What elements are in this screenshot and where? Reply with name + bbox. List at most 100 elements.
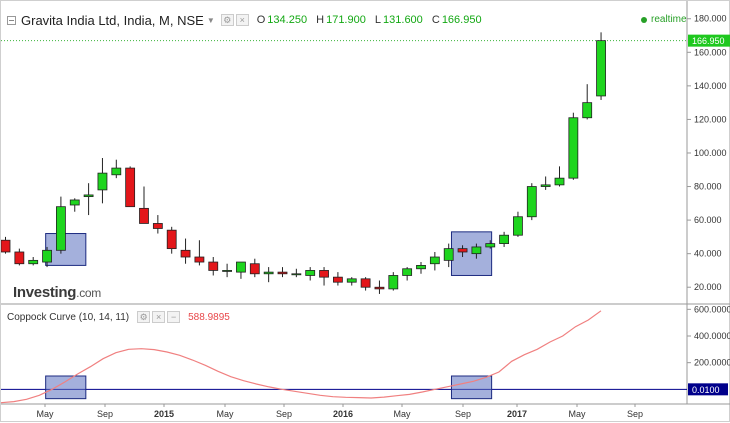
price-tick-label: 60.000 <box>694 215 722 225</box>
candle-body <box>236 261 246 273</box>
candle-body <box>166 229 177 250</box>
candle-body <box>42 249 52 263</box>
candle-body <box>582 102 593 119</box>
realtime-label: realtime <box>651 14 687 25</box>
indicator-hide-icon[interactable]: − <box>167 311 181 323</box>
candle-body <box>416 265 426 270</box>
candle-body <box>97 172 108 191</box>
candle-body <box>111 167 122 176</box>
candle-body <box>305 270 316 276</box>
investing-logo: Investing.com <box>13 284 101 301</box>
price-tick-label: 80.000 <box>694 182 722 192</box>
low-label: L <box>374 14 382 26</box>
candle-body <box>499 234 510 244</box>
candle-body <box>277 271 288 275</box>
candle-body <box>429 256 440 265</box>
realtime-indicator: realtime <box>641 14 687 25</box>
indicator-tick-label: 400.0000 <box>694 331 730 341</box>
coppock-curve-line <box>1 310 602 404</box>
candle-body <box>28 259 39 265</box>
close-label: C <box>431 14 440 26</box>
highlight-box <box>45 233 87 266</box>
high-label: H <box>316 14 325 26</box>
last-price-badge <box>688 34 730 47</box>
candle-body <box>319 270 329 278</box>
candle-body <box>568 117 579 179</box>
candle-body <box>457 248 468 253</box>
candle-body <box>152 223 163 229</box>
time-tick-label: Sep <box>276 409 292 419</box>
candle-body <box>222 270 233 272</box>
price-tick-label: 20.000 <box>694 282 722 292</box>
time-tick-label: May <box>568 409 586 419</box>
candle-body <box>332 276 343 283</box>
indicator-header: Coppock Curve (10, 14, 11) ⚙ × − 588.989… <box>7 311 230 323</box>
low-value: 131.600 <box>383 14 423 26</box>
time-tick-label: May <box>216 409 234 419</box>
zero-line-label: 0.0100 <box>692 385 720 395</box>
chevron-down-icon[interactable]: ▼ <box>206 15 215 25</box>
time-tick-label: 2017 <box>507 409 527 419</box>
candle-body <box>346 278 357 283</box>
price-tick-label: 180.000 <box>694 14 727 24</box>
last-price-label: 166.950 <box>692 36 725 46</box>
time-tick-label: Sep <box>455 409 471 419</box>
candle-body <box>194 256 205 263</box>
realtime-dot-icon <box>641 16 647 23</box>
chart-title: Gravita India Ltd, India, M, NSE <box>21 12 204 28</box>
high-value: 171.900 <box>326 14 366 26</box>
candle-body <box>14 251 25 265</box>
collapse-icon[interactable] <box>7 15 16 25</box>
close-value: 166.950 <box>441 14 482 26</box>
candle-body <box>388 275 399 290</box>
indicator-tick-label: 600.0000 <box>694 304 730 314</box>
price-tick-label: 140.000 <box>694 81 727 91</box>
logo-text: Investing <box>13 284 77 301</box>
indicator-tick-label: 200.0000 <box>694 358 730 368</box>
indicator-title: Coppock Curve (10, 14, 11) <box>7 311 130 323</box>
candle-body <box>402 268 413 276</box>
candle-body <box>208 261 219 271</box>
candle-body <box>443 248 454 261</box>
candle-body <box>139 207 149 224</box>
candle-body <box>180 249 191 258</box>
time-tick-label: 2016 <box>333 409 353 419</box>
candle-body <box>596 40 606 97</box>
candle-body <box>540 184 551 187</box>
price-tick-label: 100.000 <box>694 148 727 158</box>
open-label: O <box>256 14 266 26</box>
candle-body <box>263 271 274 275</box>
candle-body <box>526 186 537 218</box>
indicator-settings-icon[interactable]: ⚙ <box>137 311 151 323</box>
time-tick-label: May <box>36 409 54 419</box>
candle-body <box>56 206 66 251</box>
time-tick-label: 2015 <box>154 409 174 419</box>
price-tick-label: 120.000 <box>694 114 727 124</box>
price-tick-label: 160.000 <box>694 47 727 57</box>
price-tick-label: 40.000 <box>694 249 722 259</box>
chart-header: Gravita India Ltd, India, M, NSE ▼ ⚙ × O… <box>7 11 488 29</box>
candle-body <box>125 167 136 208</box>
time-tick-label: May <box>393 409 411 419</box>
candle-body <box>374 286 385 290</box>
indicator-close-icon[interactable]: × <box>152 311 166 323</box>
candle-body <box>83 194 94 198</box>
open-value: 134.250 <box>267 14 308 26</box>
settings-icon[interactable]: ⚙ <box>220 14 234 26</box>
candle-body <box>360 278 371 288</box>
zero-line-badge <box>688 383 728 396</box>
close-icon[interactable]: × <box>235 14 249 26</box>
candle-body <box>291 273 302 276</box>
candle-body <box>554 177 565 186</box>
indicator-highlight-box <box>450 375 493 400</box>
indicator-highlight-box <box>45 375 87 400</box>
candle-body <box>471 246 482 255</box>
time-tick-label: Sep <box>97 409 113 419</box>
candle-body <box>249 263 260 275</box>
time-tick-label: Sep <box>627 409 643 419</box>
logo-suffix: .com <box>76 286 101 300</box>
candle-body <box>485 243 496 248</box>
indicator-value: 588.9895 <box>188 311 230 323</box>
